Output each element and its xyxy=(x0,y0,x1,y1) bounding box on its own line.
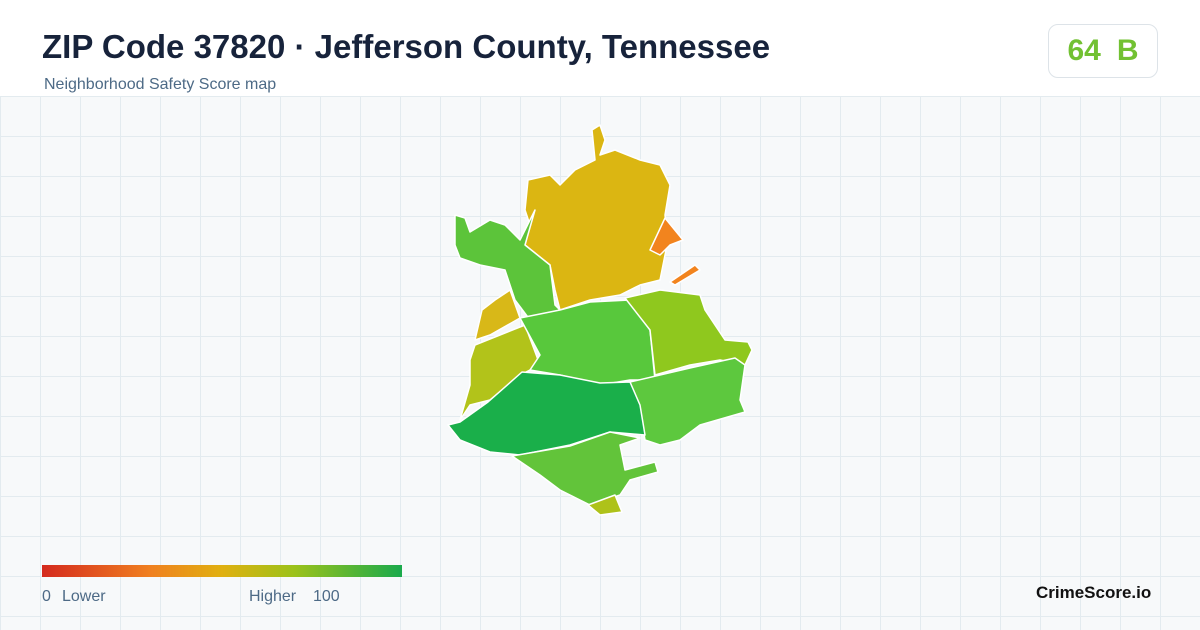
legend-min: 0 xyxy=(42,588,51,605)
legend-max-label: Higher xyxy=(249,588,297,605)
region xyxy=(459,324,541,421)
legend-min-label: Lower xyxy=(62,588,106,605)
region xyxy=(447,371,646,456)
region xyxy=(649,217,684,256)
score-value: 64 xyxy=(1067,34,1101,67)
score-grade: B xyxy=(1116,34,1139,67)
score-badge: 64 B xyxy=(1048,24,1158,78)
subtitle: Neighborhood Safety Score map xyxy=(44,76,277,93)
region xyxy=(454,209,561,321)
legend-max: 100 xyxy=(313,588,340,605)
region xyxy=(624,289,753,376)
brand: CrimeScore.io xyxy=(1036,583,1152,602)
region xyxy=(474,289,521,341)
region xyxy=(669,264,701,286)
header: ZIP Code 37820 · Jefferson County, Tenne… xyxy=(0,0,1200,96)
region xyxy=(587,494,623,516)
region xyxy=(511,431,659,506)
title: ZIP Code 37820 · Jefferson County, Tenne… xyxy=(42,28,771,65)
legend-gradient xyxy=(42,565,402,577)
